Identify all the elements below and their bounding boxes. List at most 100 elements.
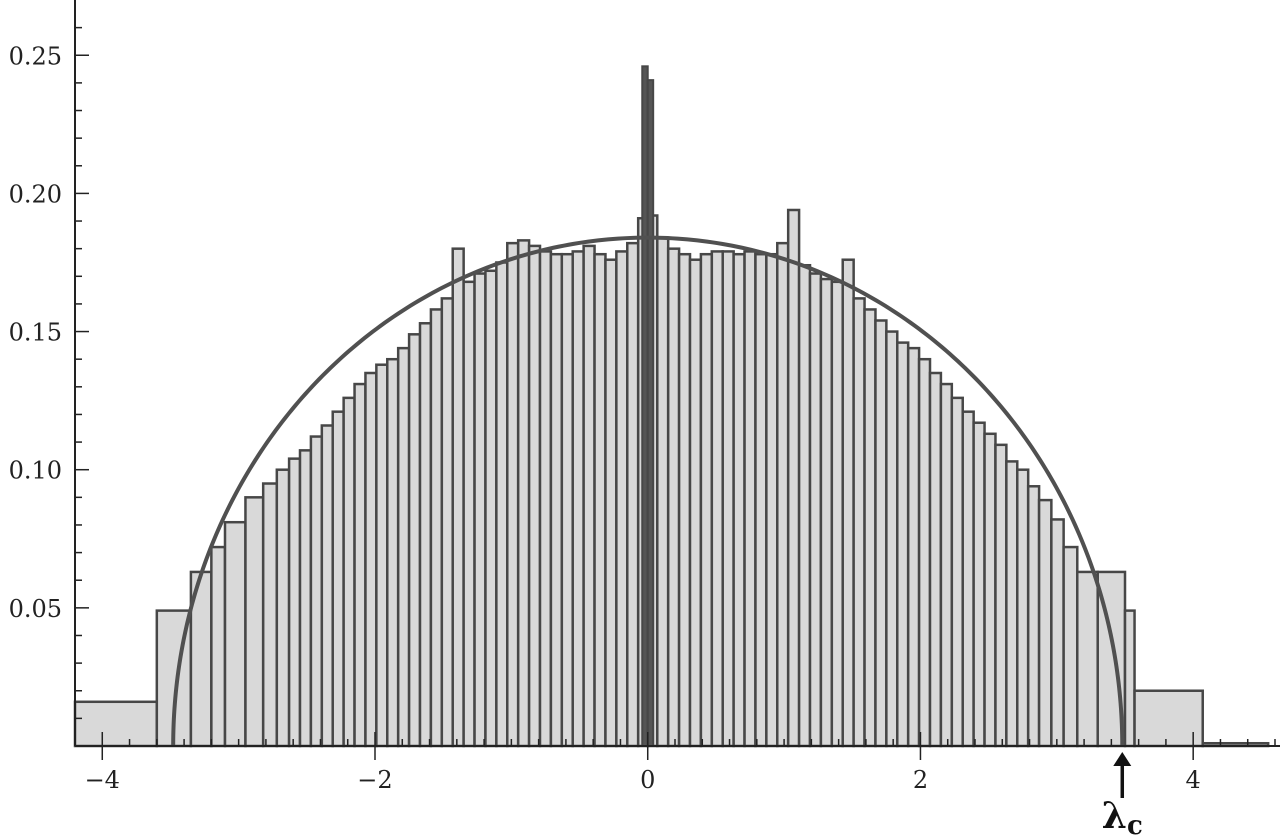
histogram-bar <box>1050 518 1065 748</box>
annotation-lambda: λ <box>1102 795 1127 836</box>
histogram-bar <box>983 432 997 748</box>
histogram-bar <box>972 421 986 748</box>
histogram-bar <box>874 319 888 748</box>
y-axis-ticks: 0.05 0.10 0.15 0.20 0.25 <box>9 26 89 720</box>
histogram-bar <box>353 382 367 748</box>
histogram-bar <box>906 346 921 748</box>
histogram-bar <box>939 382 954 748</box>
histogram-bar <box>699 252 714 748</box>
histogram-bar <box>626 241 640 748</box>
histogram-bar <box>261 482 279 748</box>
histogram-bar <box>863 308 877 748</box>
histogram-bar <box>917 357 932 748</box>
spike-bar <box>646 79 655 747</box>
histogram-bar <box>808 272 823 748</box>
histogram-bar <box>451 247 465 748</box>
lambda-c-annotation: λc <box>1102 752 1143 836</box>
histogram-bar <box>516 239 531 748</box>
histogram-bar <box>407 333 422 748</box>
y-tick-label: 0.10 <box>9 457 62 485</box>
histogram-bars <box>73 208 1270 748</box>
histogram-bar <box>396 346 411 748</box>
histogram-bar <box>885 330 899 748</box>
histogram-bar <box>1076 570 1099 748</box>
histogram-bar <box>961 410 975 748</box>
histogram-bar <box>928 371 943 748</box>
histogram-bar <box>743 250 757 748</box>
histogram-bar <box>841 258 855 748</box>
histogram-bar <box>275 468 291 748</box>
annotation-arrow-head-icon <box>1113 752 1132 766</box>
histogram-bar <box>429 308 444 748</box>
histogram-bar <box>1026 485 1041 748</box>
histogram-bar <box>994 443 1008 748</box>
histogram-bar <box>1062 545 1079 748</box>
histogram-bar <box>819 277 834 748</box>
histogram-bar <box>776 241 790 748</box>
y-tick-label: 0.20 <box>9 180 62 208</box>
histogram-bar <box>754 252 768 748</box>
y-tick-label: 0.05 <box>9 595 62 623</box>
histogram-bar <box>309 435 324 748</box>
histogram-bar <box>950 396 964 748</box>
histogram-bar <box>538 250 553 748</box>
histogram-bar <box>287 457 302 748</box>
x-tick-label: 0 <box>640 766 655 794</box>
axes <box>74 0 1280 747</box>
histogram-bar <box>677 252 692 748</box>
histogram-bar <box>560 252 574 748</box>
histogram-bar <box>571 250 585 748</box>
histogram-bar <box>506 241 520 748</box>
histogram-bar <box>765 252 779 748</box>
histogram-bar <box>688 258 703 748</box>
histogram-bar <box>549 252 564 748</box>
histogram-bar <box>1133 689 1204 748</box>
histogram-bar <box>331 410 345 748</box>
central-spike <box>641 65 655 747</box>
x-axis-ticks: −4 −2 0 2 4 <box>74 732 1276 794</box>
histogram-bar <box>473 272 487 748</box>
histogram-bar <box>732 252 746 748</box>
histogram-bar <box>386 357 400 748</box>
x-tick-label: −4 <box>85 766 120 794</box>
x-tick-label: 2 <box>913 766 928 794</box>
histogram-bar <box>896 341 910 748</box>
histogram-bar <box>527 244 542 748</box>
y-tick-label: 0.15 <box>9 319 62 347</box>
histogram-bar <box>666 247 681 748</box>
histogram-bar <box>1037 498 1053 748</box>
histogram-bar <box>710 250 724 748</box>
histogram-bar <box>375 363 389 748</box>
histogram-bar <box>830 280 844 748</box>
annotation-subscript: c <box>1127 811 1143 836</box>
histogram-bar <box>298 449 313 748</box>
histogram-bar <box>440 297 454 748</box>
histogram-bar <box>786 208 801 748</box>
histogram-bar <box>223 520 247 748</box>
histogram-bar <box>484 269 498 748</box>
histogram-bar <box>364 371 378 748</box>
histogram-bar <box>1005 460 1019 748</box>
semicircle-curve <box>171 235 1125 747</box>
histogram-bar <box>656 236 670 748</box>
histogram-bar <box>615 250 629 748</box>
histogram-bar <box>604 258 618 748</box>
histogram-bar <box>210 545 227 748</box>
histogram-bar <box>797 263 812 748</box>
histogram-bar <box>1123 609 1136 748</box>
histogram-bar <box>582 244 596 748</box>
histogram-bar <box>721 250 735 748</box>
x-tick-label: −2 <box>357 766 392 794</box>
histogram-bar <box>593 252 607 748</box>
histogram-bar <box>495 261 509 748</box>
x-tick-label: 4 <box>1186 766 1201 794</box>
histogram-bar <box>73 700 159 748</box>
y-tick-label: 0.25 <box>9 42 62 70</box>
histogram-bar <box>852 297 866 748</box>
histogram-bar <box>1016 468 1030 748</box>
histogram-bar <box>320 424 334 748</box>
histogram-bar <box>342 396 356 748</box>
annotation-label: λc <box>1102 795 1143 836</box>
histogram-bar <box>462 280 476 748</box>
